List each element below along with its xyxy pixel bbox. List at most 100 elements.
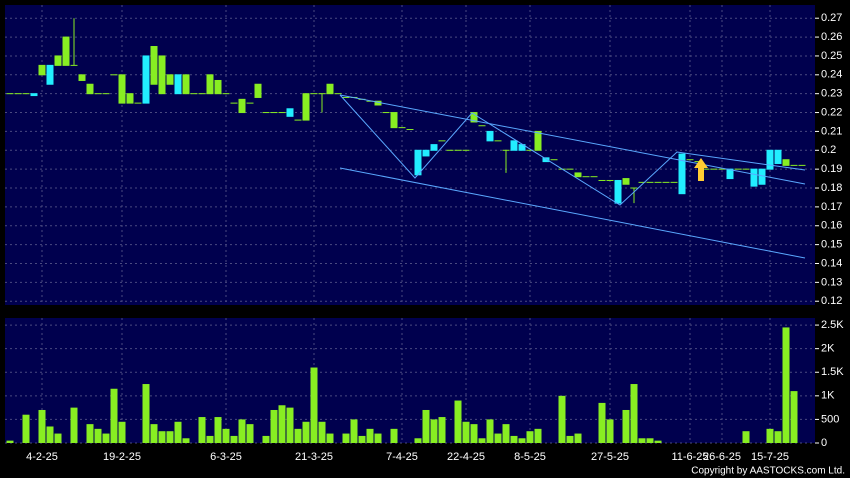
candle-body (382, 112, 390, 114)
y-tick-label: 2K (821, 343, 835, 355)
volume-bar (166, 431, 174, 443)
x-tick-label: 7-4-25 (386, 451, 418, 463)
y-tick-label: 2.5K (821, 319, 844, 331)
candle-body (614, 179, 622, 204)
volume-bar (486, 419, 494, 443)
volume-bar (358, 435, 366, 443)
candle-body (62, 36, 70, 66)
candle-body (222, 93, 230, 95)
candle-body (774, 149, 782, 164)
volume-bar (598, 402, 606, 443)
candle-body (270, 112, 278, 114)
y-tick-label: 0.19 (821, 163, 842, 175)
candle-body (470, 112, 478, 123)
candle-body (502, 149, 510, 151)
candle-body (406, 129, 414, 131)
candle-body (30, 93, 38, 97)
volume-bar (214, 417, 222, 443)
candle-body (262, 112, 270, 114)
candle-body (414, 149, 422, 176)
volume-bar (622, 409, 630, 443)
candle-body (766, 149, 774, 170)
zigzag-line (339, 94, 806, 206)
candle-body (22, 93, 30, 95)
candle-body (38, 64, 46, 76)
volume-bar (294, 428, 302, 443)
volume-bar (342, 433, 350, 443)
volume-bar (462, 421, 470, 443)
candle-body (102, 93, 110, 95)
copyright: Copyright by AASTOCKS.com Ltd. (691, 466, 845, 477)
x-tick-label: 19-2-25 (103, 451, 141, 463)
candle-body (6, 93, 14, 95)
volume-bar (22, 414, 30, 443)
x-tick-label: 21-3-25 (295, 451, 333, 463)
volume-bar (110, 388, 118, 443)
candle-body (142, 55, 150, 104)
volume-bar (318, 421, 326, 443)
volume-bar (38, 409, 46, 443)
volume-bar (174, 421, 182, 443)
candle-body (670, 181, 678, 183)
volume-bar (390, 428, 398, 443)
candle-body (566, 168, 574, 170)
volume-bar (502, 424, 510, 443)
y-tick-label: 0.25 (821, 50, 842, 62)
candle-body (750, 168, 758, 187)
y-tick-label: 0.22 (821, 106, 842, 118)
candle-body (478, 125, 486, 127)
candle-body (782, 159, 790, 166)
x-tick-label: 26-6-25 (703, 451, 741, 463)
candle-body (686, 159, 694, 161)
volume-bar (558, 395, 566, 443)
y-tick-label: 0.13 (821, 276, 842, 288)
y-tick-label: 0.23 (821, 88, 842, 100)
candle-body (422, 149, 430, 157)
price-panel (5, 5, 815, 305)
volume-bar (478, 438, 486, 443)
x-tick-label: 15-7-25 (751, 451, 789, 463)
candle-body (734, 168, 742, 170)
y-tick-label: 0.17 (821, 201, 842, 213)
volume-bar (646, 438, 654, 443)
volume-bar (510, 435, 518, 443)
volume-bar (222, 428, 230, 443)
candle-body (86, 83, 94, 95)
candle-body (454, 149, 462, 151)
candle-body (94, 93, 102, 95)
candle-body (534, 130, 542, 151)
volume-bar (206, 435, 214, 443)
volume-bar (654, 440, 662, 443)
y-tick-label: 0.2 (821, 144, 836, 156)
volume-bar (774, 431, 782, 443)
candle-body (742, 168, 750, 170)
volume-bar (230, 435, 238, 443)
volume-bar (182, 438, 190, 443)
candle-body (342, 96, 350, 98)
candle-body (510, 140, 518, 151)
volume-bar (518, 438, 526, 443)
candle-body (486, 130, 494, 142)
trend-line (339, 94, 806, 185)
candle-body (798, 164, 806, 166)
candle-body (702, 168, 710, 170)
candle-body (758, 168, 766, 185)
candle-body (518, 144, 526, 151)
volume-bar (422, 409, 430, 443)
volume-bar (270, 409, 278, 443)
y-tick-label: 0.21 (821, 125, 842, 137)
volume-bar (278, 405, 286, 443)
volume-bar (262, 435, 270, 443)
candle-body (254, 83, 262, 98)
candle-body (214, 79, 222, 95)
y-tick-label: 0 (821, 437, 827, 449)
volume-bar (70, 407, 78, 443)
candle-body (334, 93, 342, 95)
y-tick-label: 0.16 (821, 220, 842, 232)
volume-bar (6, 440, 14, 443)
volume-bar (782, 327, 790, 443)
candle-body (726, 168, 734, 180)
candle-body (190, 93, 198, 95)
candle-body (446, 149, 454, 151)
candle-body (158, 55, 166, 95)
